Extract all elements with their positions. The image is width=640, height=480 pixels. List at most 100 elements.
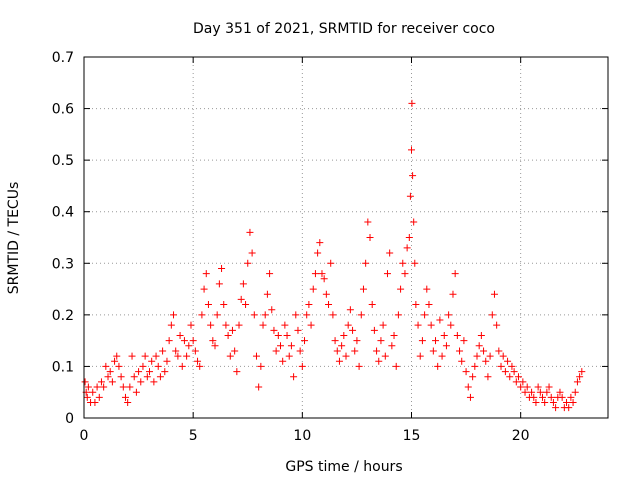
data-point	[274, 331, 282, 339]
data-point	[405, 234, 413, 241]
data-point	[298, 362, 306, 370]
data-point	[259, 321, 267, 329]
data-point	[357, 311, 365, 319]
data-point	[327, 259, 335, 267]
data-point	[401, 270, 409, 278]
data-point	[408, 146, 415, 154]
data-point	[246, 228, 254, 236]
x-tick-label: 5	[189, 428, 198, 444]
data-point	[569, 399, 577, 407]
data-point	[519, 378, 527, 386]
data-point	[532, 399, 540, 407]
data-point	[139, 362, 147, 370]
data-point	[307, 321, 315, 329]
data-point	[111, 357, 119, 365]
data-point	[257, 362, 265, 370]
data-point	[117, 373, 125, 381]
data-point	[335, 357, 343, 365]
data-point	[165, 337, 173, 345]
data-point	[416, 352, 424, 360]
data-point	[432, 337, 440, 345]
data-point	[512, 378, 520, 386]
data-point	[204, 301, 212, 309]
data-point	[434, 362, 442, 370]
data-point	[279, 357, 287, 365]
data-point	[497, 362, 505, 370]
y-tick-label: 0.2	[52, 308, 74, 324]
data-point	[180, 337, 188, 345]
data-point	[510, 368, 518, 376]
y-axis-title: SRMTID / TECUs	[6, 182, 22, 295]
data-point	[414, 321, 422, 329]
data-point	[425, 301, 433, 309]
data-point	[305, 301, 313, 309]
data-point	[442, 342, 450, 350]
plot-frame	[83, 56, 609, 419]
data-point	[440, 331, 448, 339]
data-point	[226, 352, 234, 360]
data-point	[499, 352, 507, 360]
data-point	[473, 352, 481, 360]
data-point	[161, 368, 169, 376]
data-point	[466, 393, 474, 401]
data-point	[514, 373, 522, 381]
y-tick-label: 0.4	[52, 205, 74, 221]
data-point	[508, 362, 516, 370]
data-point	[543, 388, 551, 396]
data-point	[233, 368, 241, 376]
data-point	[244, 259, 252, 267]
data-point	[106, 368, 114, 376]
data-point	[351, 347, 359, 355]
data-point	[412, 301, 420, 309]
data-point	[403, 244, 411, 252]
data-point	[338, 342, 346, 350]
data-point	[331, 337, 339, 345]
data-point	[81, 378, 89, 386]
data-point	[159, 347, 167, 355]
data-point	[490, 290, 498, 298]
data-point	[128, 352, 136, 360]
data-point	[252, 352, 260, 360]
data-point	[486, 352, 494, 360]
y-tick-label: 0.3	[52, 256, 74, 272]
data-point	[314, 249, 322, 257]
data-point	[547, 393, 555, 401]
data-point	[541, 399, 549, 407]
data-point	[477, 331, 485, 339]
data-point	[176, 331, 184, 339]
data-point	[344, 321, 352, 329]
data-point	[375, 357, 383, 365]
data-point	[373, 347, 381, 355]
data-point	[460, 337, 468, 345]
data-point	[421, 311, 429, 319]
data-point	[349, 326, 357, 334]
data-point	[309, 285, 317, 293]
data-point	[388, 342, 396, 350]
data-point	[248, 249, 256, 257]
data-point	[567, 393, 575, 401]
data-point	[449, 290, 457, 298]
data-point	[368, 301, 376, 309]
x-tick-label: 15	[403, 428, 421, 444]
data-point	[418, 337, 426, 345]
data-point	[493, 321, 501, 329]
data-point	[132, 388, 140, 396]
data-point	[167, 321, 175, 329]
data-point	[163, 357, 171, 365]
data-point	[552, 404, 560, 412]
data-point	[320, 275, 328, 283]
data-point	[222, 321, 230, 329]
data-point	[545, 383, 553, 391]
data-point	[469, 373, 477, 381]
data-points	[81, 99, 586, 412]
data-point	[213, 311, 221, 319]
data-point	[115, 362, 123, 370]
data-point	[501, 368, 509, 376]
data-point	[484, 373, 492, 381]
data-point	[408, 99, 416, 107]
data-point	[174, 352, 182, 360]
data-point	[329, 311, 337, 319]
data-point	[255, 383, 263, 391]
data-point	[91, 399, 99, 407]
data-point	[578, 368, 586, 376]
